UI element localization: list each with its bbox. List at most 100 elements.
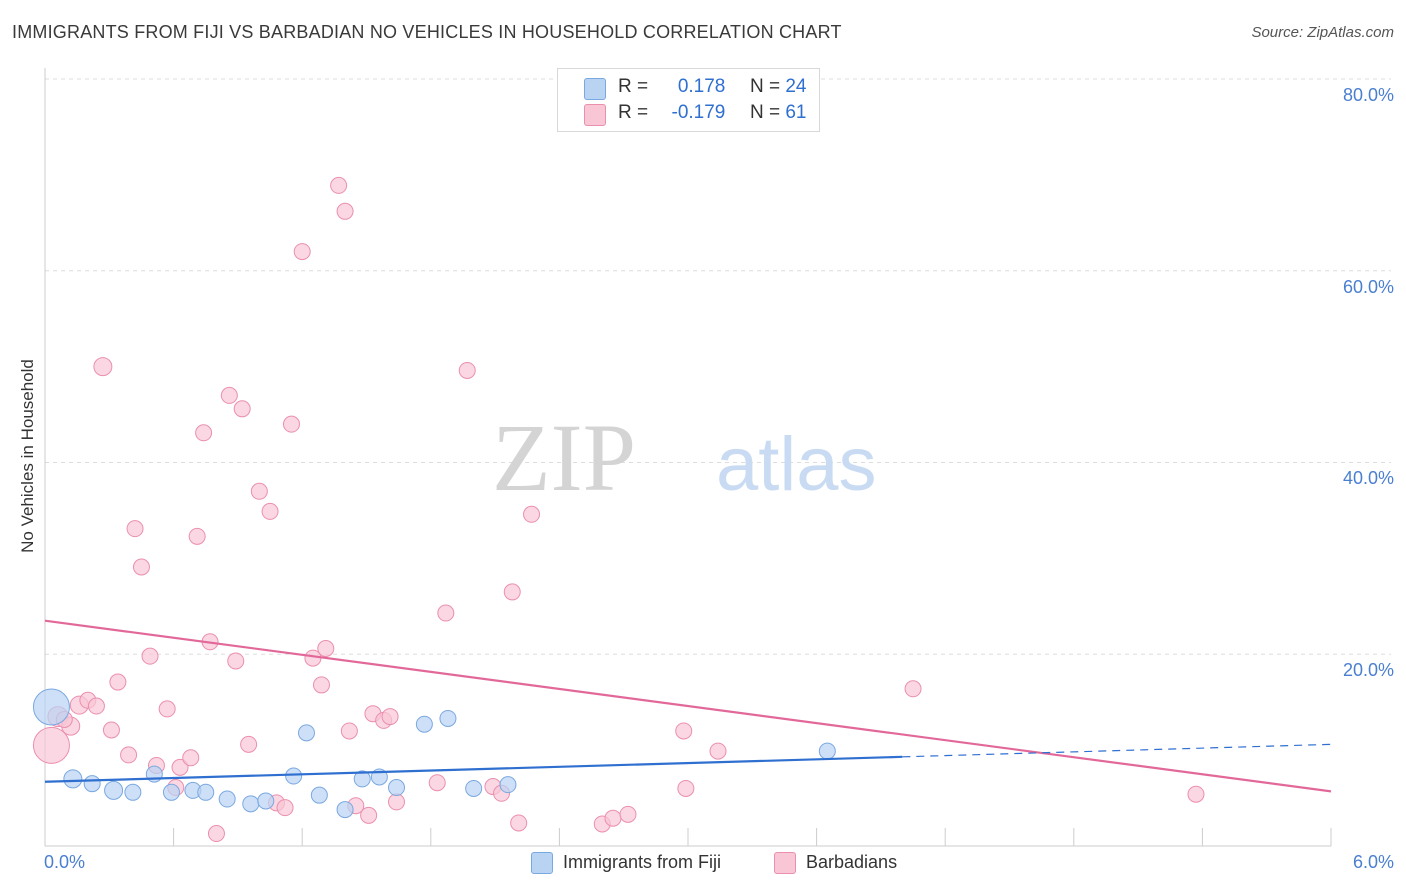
fiji-point[interactable] <box>439 709 457 727</box>
barbadian-point[interactable] <box>428 774 446 792</box>
fiji-point[interactable] <box>297 724 315 742</box>
r-label: R = <box>618 102 654 123</box>
barbadian-point[interactable] <box>1187 785 1205 803</box>
fiji-point[interactable] <box>218 790 236 808</box>
barbadian-point[interactable] <box>312 676 330 694</box>
fiji-point[interactable] <box>32 688 70 726</box>
fiji-point[interactable] <box>285 767 303 785</box>
fiji-trend-line <box>44 755 903 783</box>
watermark: ZIP atlas <box>492 404 877 511</box>
barbadian-point[interactable] <box>276 799 294 817</box>
barbadian-point[interactable] <box>360 806 378 824</box>
data-points <box>32 176 1205 843</box>
barbadian-point[interactable] <box>523 505 541 523</box>
barbadian-point[interactable] <box>458 361 476 379</box>
chart-title: IMMIGRANTS FROM FIJI VS BARBADIAN NO VEH… <box>12 22 842 42</box>
r-value: 0.178 <box>677 76 726 97</box>
fiji-point[interactable] <box>83 775 101 793</box>
fiji-point[interactable] <box>257 792 275 810</box>
barbadian-point[interactable] <box>102 721 120 739</box>
fiji-point[interactable] <box>310 786 328 804</box>
y-tick-label: 60.0% <box>1342 277 1394 297</box>
barbadian-point[interactable] <box>240 735 258 753</box>
fiji-point[interactable] <box>63 769 83 789</box>
barbadian-point[interactable] <box>188 527 206 545</box>
barbadian-point[interactable] <box>93 357 113 377</box>
fiji-point[interactable] <box>499 776 517 794</box>
barbadian-point[interactable] <box>227 652 245 670</box>
fiji-point[interactable] <box>388 779 406 797</box>
trend-lines <box>44 619 1332 793</box>
barbadian-point[interactable] <box>604 809 622 827</box>
barbadians-legend-label: Barbadians <box>806 852 898 872</box>
barbadian-point[interactable] <box>336 202 354 220</box>
barbadian-point[interactable] <box>510 814 528 832</box>
barbadian-point[interactable] <box>250 482 268 500</box>
barbadian-point[interactable] <box>340 722 358 740</box>
barbadian-point[interactable] <box>87 697 105 715</box>
fiji-point[interactable] <box>415 715 433 733</box>
barbadian-point[interactable] <box>158 700 176 718</box>
y-tick-label: 80.0% <box>1342 85 1394 105</box>
watermark-zip: ZIP <box>492 404 636 511</box>
r-label: R = <box>618 76 654 97</box>
barbadian-point[interactable] <box>677 779 695 797</box>
fiji-trend-extension <box>902 743 1332 758</box>
x-tick-label: 0.0% <box>44 852 86 872</box>
barbadians-legend-swatch <box>774 852 796 874</box>
barbadian-point[interactable] <box>132 558 150 576</box>
barbadians-swatch <box>584 104 606 126</box>
barbadian-point[interactable] <box>317 639 335 657</box>
barbadian-point[interactable] <box>207 825 225 843</box>
n-label: N = <box>749 76 786 97</box>
barbadian-point[interactable] <box>293 243 311 261</box>
fiji-legend-label: Immigrants from Fiji <box>563 852 722 872</box>
barbadian-point[interactable] <box>437 604 455 622</box>
fiji-legend-swatch <box>531 852 553 874</box>
barbadian-point[interactable] <box>182 749 200 767</box>
r-value: -0.179 <box>671 102 726 123</box>
barbadian-point[interactable] <box>141 647 159 665</box>
barbadian-point[interactable] <box>171 758 189 776</box>
barbadian-point[interactable] <box>32 726 70 764</box>
barbadian-point[interactable] <box>220 386 238 404</box>
barbadian-point[interactable] <box>619 805 637 823</box>
y-tick-label: 20.0% <box>1342 660 1394 680</box>
barbadians-trend-line <box>44 619 1332 793</box>
barbadian-point[interactable] <box>388 793 406 811</box>
fiji-point[interactable] <box>104 780 124 800</box>
barbadian-point[interactable] <box>282 415 300 433</box>
fiji-point[interactable] <box>242 795 260 813</box>
barbadian-point[interactable] <box>195 424 213 442</box>
fiji-point[interactable] <box>465 779 483 797</box>
grid-lines <box>45 78 1391 655</box>
n-value: 24 <box>785 76 807 97</box>
n-label: N = <box>749 102 786 123</box>
n-value: 61 <box>785 102 807 123</box>
stats-legend: R = 0.178 N = 24 R = -0.179 N = 61 <box>557 68 820 132</box>
fiji-swatch <box>584 78 606 100</box>
barbadian-point[interactable] <box>233 400 251 418</box>
y-tick-label: 40.0% <box>1342 468 1394 488</box>
x-tick-label: 6.0% <box>1352 852 1394 872</box>
barbadian-point[interactable] <box>381 708 399 726</box>
barbadian-point[interactable] <box>503 583 521 601</box>
barbadian-point[interactable] <box>904 680 922 698</box>
barbadian-point[interactable] <box>261 502 279 520</box>
fiji-point[interactable] <box>336 801 354 819</box>
fiji-point[interactable] <box>124 783 142 801</box>
barbadian-point[interactable] <box>330 176 348 194</box>
barbadian-point[interactable] <box>126 520 144 538</box>
barbadian-point[interactable] <box>709 742 727 760</box>
fiji-point[interactable] <box>197 783 215 801</box>
barbadian-point[interactable] <box>109 673 127 691</box>
source-label: Source: ZipAtlas.com <box>1251 24 1394 41</box>
fiji-point[interactable] <box>353 770 371 788</box>
watermark-atlas: atlas <box>716 422 877 507</box>
barbadian-point[interactable] <box>675 722 693 740</box>
barbadian-point[interactable] <box>120 746 138 764</box>
y-axis-label: No Vehicles in Household <box>18 359 37 553</box>
fiji-point[interactable] <box>818 742 836 760</box>
fiji-point[interactable] <box>162 783 180 801</box>
